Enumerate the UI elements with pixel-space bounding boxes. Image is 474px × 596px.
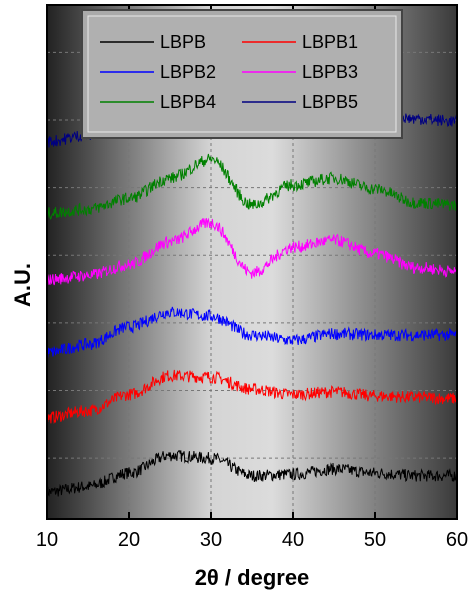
plot-frame (46, 4, 458, 520)
x-tick-label: 60 (446, 529, 468, 551)
legend-label-lbpb1: LBPB1 (302, 32, 358, 52)
x-tick-label: 30 (200, 529, 222, 551)
x-tick-label: 50 (364, 529, 386, 551)
x-tick-label: 40 (282, 529, 304, 551)
series-lbpb3 (47, 217, 457, 286)
legend: LBPB LBPB1 LBPB2 LBPB3 LBPB4 LBPB5 (81, 9, 403, 139)
series-lbpb2 (47, 306, 457, 358)
series-lbpb4 (47, 153, 457, 220)
legend-label-lbpb2: LBPB2 (160, 62, 216, 82)
series-lbpb1 (47, 369, 457, 425)
legend-label-lbpb4: LBPB4 (160, 92, 216, 112)
x-axis: 10 20 30 40 50 60 (36, 5, 468, 551)
series-lbpb (47, 450, 457, 499)
x-tick-label: 10 (36, 529, 58, 551)
legend-label-lbpb: LBPB (160, 32, 206, 52)
y-axis-label: A.U. (10, 263, 35, 307)
legend-label-lbpb3: LBPB3 (302, 62, 358, 82)
legend-label-lbpb5: LBPB5 (302, 92, 358, 112)
x-tick-label: 20 (118, 529, 140, 551)
x-axis-label: 2θ / degree (195, 565, 310, 590)
